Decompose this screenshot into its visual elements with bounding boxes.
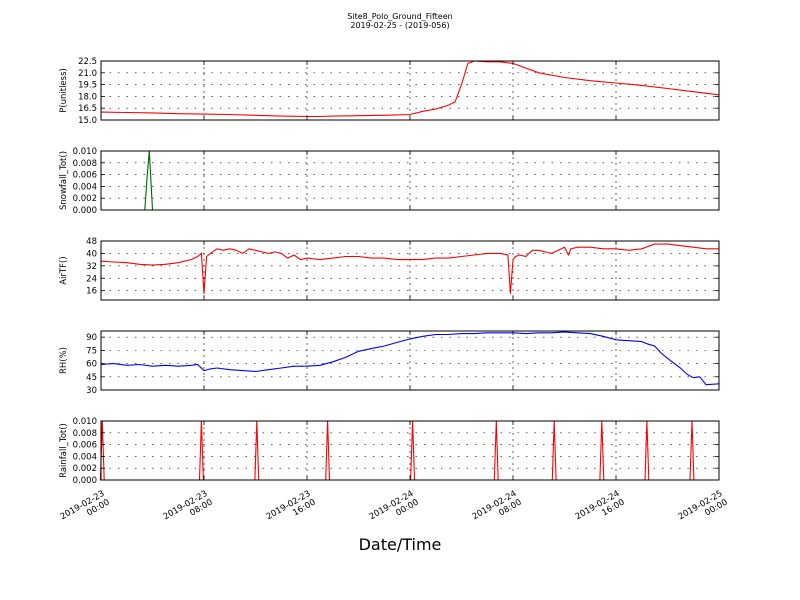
y-tick-label: 0.008 — [73, 159, 97, 169]
y-axis-label-4: RH(%) — [59, 347, 69, 374]
y-axis-label-3: AirTF() — [59, 256, 69, 284]
y-tick-label: 32 — [86, 262, 97, 272]
y-tick-label: 0.002 — [73, 194, 97, 204]
series-line-3 — [100, 243, 719, 294]
y-tick-label: 75 — [86, 346, 97, 356]
y-tick-label: 30 — [86, 386, 97, 396]
y-tick-label: 0.002 — [73, 464, 97, 474]
series-line-2 — [101, 150, 719, 211]
y-tick-label: 60 — [86, 360, 97, 370]
y-tick-label: 0.006 — [73, 441, 97, 451]
y-tick-label: 18.0 — [78, 92, 97, 102]
y-tick-label: 0.000 — [73, 206, 97, 216]
y-axis-label-5: Rainfall_Tot() — [59, 423, 69, 478]
plot-frame-5 — [100, 420, 720, 481]
series-line-1 — [100, 60, 720, 118]
y-tick-label: 0.010 — [73, 147, 97, 157]
y-tick-label: 0.000 — [73, 476, 97, 486]
plot-frame-2 — [100, 150, 720, 211]
y-tick-label: 0.004 — [73, 182, 97, 192]
y-tick-label: 16 — [86, 287, 97, 297]
series-line-4 — [100, 331, 720, 386]
y-tick-label: 16.5 — [78, 104, 97, 114]
y-axis-label-2: Snowfall_Tot() — [59, 151, 69, 210]
x-axis-title: Date/Time — [358, 535, 442, 554]
y-tick-label: 0.004 — [73, 452, 97, 462]
y-tick-label: 90 — [86, 333, 97, 343]
y-tick-label: 40 — [86, 249, 97, 259]
plot-frame-4 — [100, 330, 720, 391]
plot-frame-1 — [100, 60, 720, 121]
y-tick-label: 45 — [86, 373, 97, 383]
y-tick-label: 22.5 — [78, 57, 97, 67]
y-tick-label: 19.5 — [78, 81, 97, 91]
chart-title: Site8_Polo_Ground_Fifteen — [347, 12, 453, 21]
y-tick-label: 24 — [86, 274, 97, 284]
chart-subtitle: 2019-02-25 - (2019-056) — [350, 21, 450, 30]
y-tick-label: 15.0 — [78, 116, 97, 126]
y-tick-label: 0.006 — [73, 171, 97, 181]
series-line-5 — [99, 420, 719, 481]
y-tick-label: 0.010 — [73, 417, 97, 427]
y-tick-label: 0.008 — [73, 429, 97, 439]
y-tick-label: 21.0 — [78, 69, 97, 79]
y-axis-label-1: P(unitless) — [59, 68, 69, 113]
y-tick-label: 48 — [86, 237, 97, 247]
